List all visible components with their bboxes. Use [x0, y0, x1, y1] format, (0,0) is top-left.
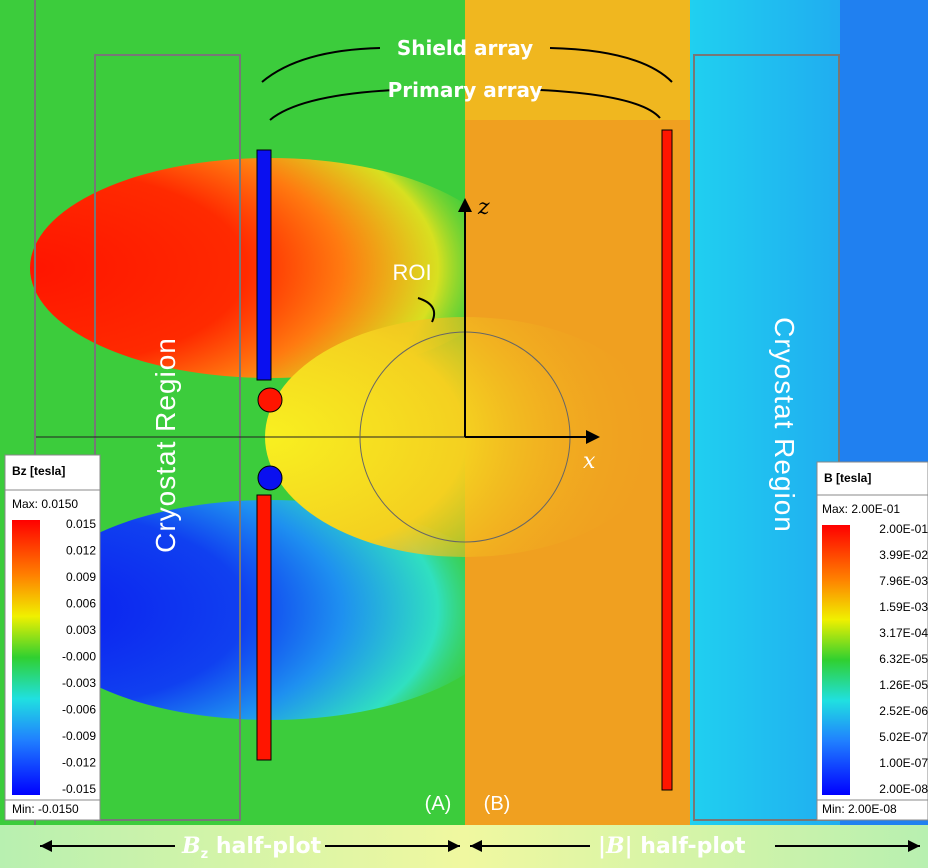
- legend-label: 0.012: [66, 544, 96, 558]
- legend-min: Min: -0.0150: [12, 802, 79, 816]
- coil: [662, 130, 672, 790]
- legend-label: 6.32E-05: [879, 652, 928, 666]
- legend-label: 0.009: [66, 570, 96, 584]
- legend-min: Min: 2.00E-08: [822, 802, 897, 816]
- legend-label: 5.02E-07: [879, 730, 928, 744]
- legend-label: -0.000: [62, 650, 96, 664]
- legend-label: 0.006: [66, 597, 96, 611]
- roi-label: ROI: [392, 260, 431, 285]
- caption-b: |B|: [598, 833, 633, 859]
- legend-label: -0.015: [62, 782, 96, 796]
- legend-label: -0.006: [62, 703, 96, 717]
- caption-rest: half-plot: [208, 834, 321, 859]
- legend-label: -0.012: [62, 756, 96, 770]
- caption-rest: half-plot: [633, 834, 746, 859]
- caption-sub: z: [201, 847, 209, 862]
- legend: B [tesla] Max: 2.00E-01 Min: 2.00E-08 2.…: [817, 462, 928, 820]
- legend-label: 3.17E-04: [879, 626, 928, 640]
- legend-title: Bz [tesla]: [12, 464, 65, 478]
- legend-label: 2.52E-06: [879, 704, 928, 718]
- page: {"annotations": {"shield": "Shield array…: [0, 0, 928, 868]
- caption: |B| half-plot: [598, 833, 746, 859]
- legend-label: 3.99E-02: [879, 548, 928, 562]
- colorbar: [12, 520, 40, 795]
- legend-label: 7.96E-03: [879, 574, 928, 588]
- legend-label: 2.00E-01: [879, 522, 928, 536]
- legend-label: 0.003: [66, 623, 96, 637]
- legend-label: 1.59E-03: [879, 600, 928, 614]
- legend-max: Max: 0.0150: [12, 497, 78, 511]
- coil: [257, 495, 271, 760]
- x-label: x: [583, 449, 596, 474]
- legend-label: 2.00E-08: [879, 782, 928, 796]
- shield-label: Shield array: [397, 36, 533, 60]
- primary-label: Primary array: [388, 78, 543, 102]
- legend-label: -0.003: [62, 676, 96, 690]
- colorbar: [822, 525, 850, 795]
- panel-label: (B): [484, 793, 511, 815]
- coil: [257, 150, 271, 380]
- legend-max: Max: 2.00E-01: [822, 502, 900, 516]
- legend: Bz [tesla] Max: 0.0150 Min: -0.0150 0.01…: [5, 455, 100, 820]
- legend-title: B [tesla]: [824, 471, 871, 485]
- legend-label: 1.00E-07: [879, 756, 928, 770]
- legend-label: 0.015: [66, 517, 96, 531]
- z-label: z: [477, 195, 490, 220]
- legend-label: 1.26E-05: [879, 678, 928, 692]
- panel-label: (A): [425, 793, 452, 815]
- caption-b: B: [181, 833, 201, 859]
- region-label: Cryostat Region: [150, 337, 181, 553]
- region-label: Cryostat Region: [769, 317, 800, 533]
- figure: z x Shield array Primary array ROI Cryos…: [0, 0, 928, 868]
- legend-label: -0.009: [62, 729, 96, 743]
